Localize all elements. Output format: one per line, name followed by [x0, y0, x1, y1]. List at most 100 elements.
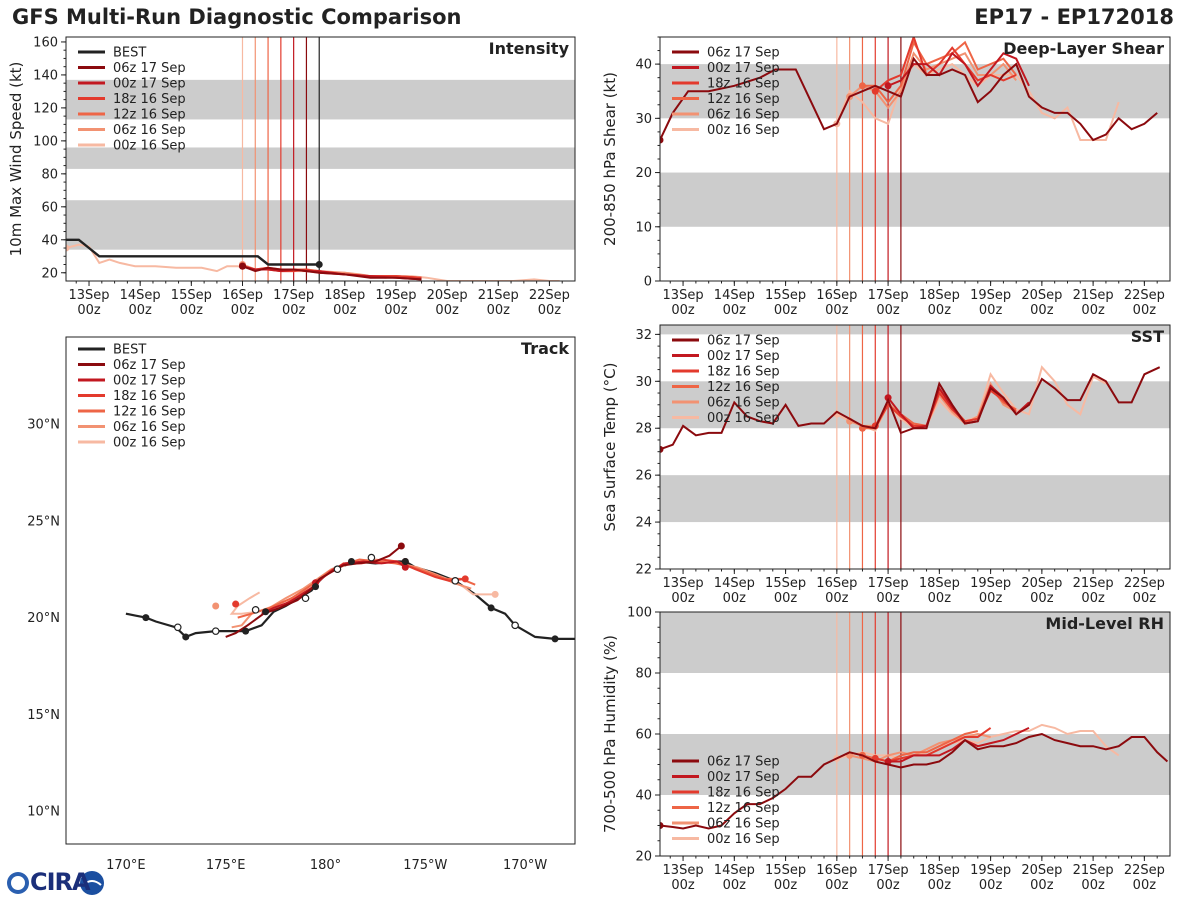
- sst-xtick-label-2: 15Sep: [765, 576, 806, 591]
- sst-ytick-label-3: 28: [635, 422, 652, 437]
- shear-legend-label-0: 06z 17 Sep: [707, 46, 780, 61]
- intensity-ylabel: 10m Max Wind Speed (kt): [7, 62, 25, 257]
- track-legend-label-6: 00z 16 Sep: [113, 436, 186, 451]
- shear-series-group: [660, 37, 1158, 144]
- rh-series-5: [836, 723, 1120, 760]
- intensity-panel: 2040608010012014016013Sep00z14Sep00z15Se…: [7, 35, 576, 318]
- shear-xtick-sublabel-6: 00z: [979, 303, 1003, 318]
- track-best-open-point-1: [451, 577, 460, 585]
- intensity-xtick-label-6: 19Sep: [375, 288, 416, 303]
- sst-xtick-sublabel-2: 00z: [774, 591, 798, 606]
- intensity-xtick-sublabel-6: 00z: [384, 303, 408, 318]
- storm-id: EP17 - EP172018: [974, 5, 1174, 29]
- cira-logo: CIRA: [4, 868, 108, 898]
- sst-ytick-label-5: 32: [635, 328, 652, 343]
- rh-ylabel: 700-500 hPa Humidity (%): [601, 635, 619, 833]
- track-best-point-2: [401, 557, 409, 565]
- intensity-xtick-label-4: 17Sep: [273, 288, 314, 303]
- intensity-xtick-sublabel-3: 00z: [231, 303, 255, 318]
- intensity-xtick-sublabel-8: 00z: [487, 303, 511, 318]
- track-ytick-label-4: 30°N: [27, 418, 60, 433]
- sst-ylabel: Sea Surface Temp (°C): [601, 362, 619, 531]
- track-xtick-label-0: 170°E: [106, 858, 146, 873]
- shear-series-2-init-point: [871, 87, 879, 95]
- intensity-xtick-sublabel-0: 00z: [77, 303, 101, 318]
- track-ytick-label-3: 25°N: [27, 514, 60, 529]
- shear-xtick-label-3: 16Sep: [816, 288, 857, 303]
- intensity-xtick-label-2: 15Sep: [171, 288, 212, 303]
- sst-ytick-label-4: 30: [635, 375, 652, 390]
- track-best-open-point-4: [301, 594, 310, 603]
- sst-panel: 22242628303213Sep00z14Sep00z15Sep00z16Se…: [601, 324, 1171, 606]
- intensity-series-group: [66, 238, 560, 281]
- sst-xtick-label-9: 22Sep: [1124, 576, 1165, 591]
- rh-xtick-label-6: 19Sep: [970, 863, 1011, 878]
- track-panel: 170°E 175°E 180° 175°W 170°W 10°N 15°N 20°N 25°N…: [27, 336, 576, 873]
- track-best-open-point-6: [211, 627, 220, 635]
- shear-band-0: [660, 172, 1170, 227]
- rh-ytick-label-0: 20: [635, 850, 652, 865]
- sst-xtick-sublabel-6: 00z: [979, 591, 1003, 606]
- sst-xtick-label-5: 18Sep: [919, 576, 960, 591]
- intensity-legend-label-5: 06z 16 Sep: [113, 123, 186, 138]
- track-series-2-point-0: [461, 575, 469, 583]
- track-best-point-6: [242, 627, 250, 635]
- intensity-series-0-init-point: [238, 262, 246, 270]
- track-series-group: [125, 542, 575, 643]
- shear-xtick-label-9: 22Sep: [1124, 288, 1165, 303]
- track-best-point-5: [262, 608, 270, 616]
- rh-xtick-sublabel-4: 00z: [876, 878, 900, 893]
- intensity-best-point: [315, 261, 323, 269]
- rh-series-1: [888, 726, 1030, 763]
- shear-xtick-label-1: 14Sep: [714, 288, 755, 303]
- shear-xtick-sublabel-7: 00z: [1030, 303, 1054, 318]
- intensity-ytick-label-2: 60: [41, 200, 58, 215]
- sst-xtick-sublabel-4: 00z: [876, 591, 900, 606]
- sst-band-2: [660, 325, 1170, 335]
- intensity-ytick-label-5: 120: [33, 101, 58, 116]
- shear-title: Deep-Layer Shear: [1003, 39, 1164, 58]
- sst-xtick-sublabel-1: 00z: [723, 591, 747, 606]
- sst-xtick-sublabel-3: 00z: [825, 591, 849, 606]
- intensity-best-line: [66, 238, 320, 266]
- sst-legend-label-1: 00z 17 Sep: [707, 349, 780, 364]
- rh-title: Mid-Level RH: [1045, 614, 1164, 633]
- rh-xtick-sublabel-1: 00z: [723, 878, 747, 893]
- track-best-open-point-0: [511, 621, 519, 630]
- sst-legend-label-2: 18z 16 Sep: [707, 365, 780, 380]
- track-best-open-point-3: [333, 565, 342, 574]
- sst-title: SST: [1131, 327, 1164, 346]
- intensity-band-1: [66, 147, 575, 169]
- shear-series-2: [874, 37, 1017, 92]
- rh-series-2: [875, 727, 992, 763]
- page-title: GFS Multi-Run Diagnostic Comparison: [12, 5, 462, 29]
- shear-xtick-label-8: 21Sep: [1073, 288, 1114, 303]
- sst-ytick-label-2: 26: [635, 469, 652, 484]
- rh-xtick-label-4: 17Sep: [868, 863, 909, 878]
- rh-band-1: [660, 612, 1170, 673]
- rh-xtick-label-9: 22Sep: [1124, 863, 1165, 878]
- rh-xtick-sublabel-9: 00z: [1133, 878, 1157, 893]
- intensity-xtick-label-8: 21Sep: [478, 288, 519, 303]
- sst-series-0: [660, 366, 1161, 451]
- shear-xtick-sublabel-4: 00z: [876, 303, 900, 318]
- track-xtick-label-3: 175°W: [403, 858, 447, 873]
- intensity-series-5-init-point: [66, 244, 70, 252]
- intensity-legend-label-1: 06z 17 Sep: [113, 61, 186, 76]
- sst-xtick-label-1: 14Sep: [714, 576, 755, 591]
- sst-legend-label-4: 06z 16 Sep: [707, 396, 780, 411]
- track-legend-label-2: 00z 17 Sep: [113, 374, 186, 389]
- track-series-0-point-0: [397, 542, 405, 550]
- shear-xtick-sublabel-3: 00z: [825, 303, 849, 318]
- shear-series-3-init-point: [858, 82, 866, 90]
- sst-frame: [659, 324, 1171, 570]
- rh-series-0: [660, 732, 1169, 830]
- intensity-xtick-sublabel-7: 00z: [435, 303, 459, 318]
- track-best-open-point-5: [251, 606, 260, 614]
- track-frame: [65, 336, 576, 845]
- sst-xtick-label-4: 17Sep: [868, 576, 909, 591]
- shear-xtick-label-0: 13Sep: [663, 288, 704, 303]
- sst-xtick-sublabel-5: 00z: [928, 591, 952, 606]
- intensity-xtick-label-0: 13Sep: [68, 288, 109, 303]
